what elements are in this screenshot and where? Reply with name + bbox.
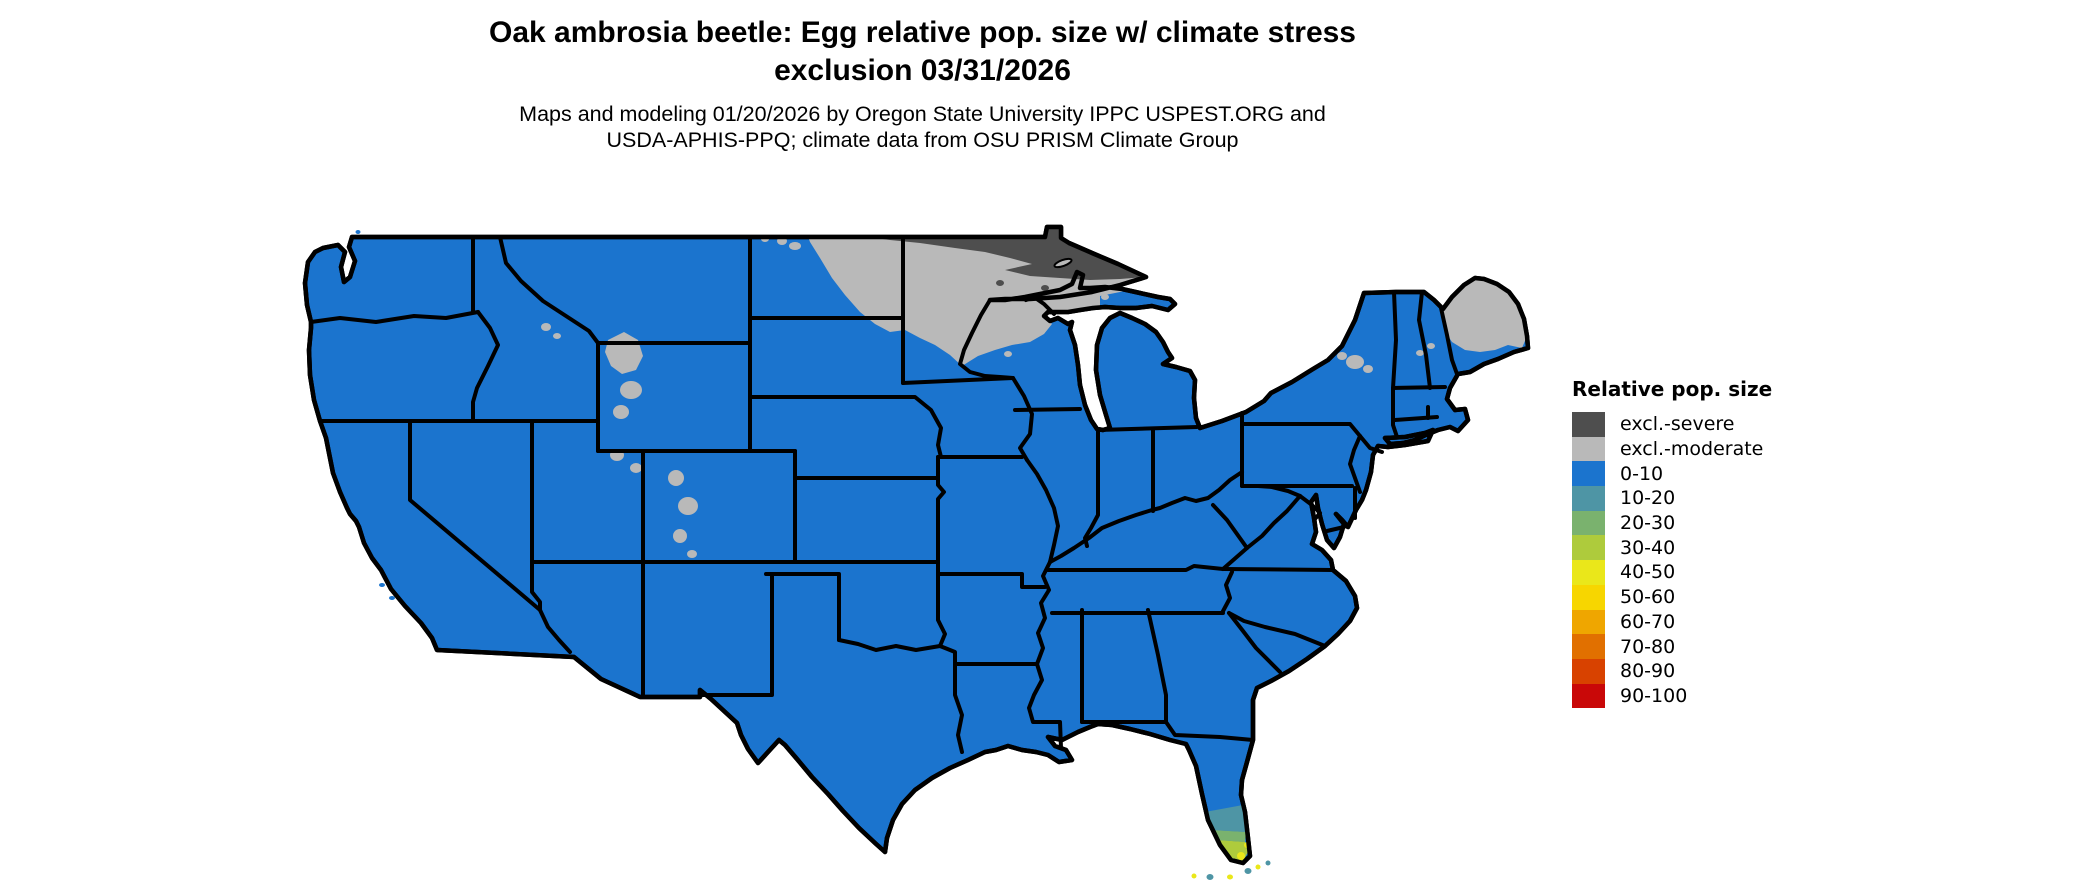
legend-swatch-70-80: [1572, 634, 1605, 659]
legend-swatch-0-10: [1572, 461, 1605, 487]
legend-item: 30-40: [1572, 535, 1772, 561]
florida-keys: [1191, 860, 1271, 880]
map-subtitle: Maps and modeling 01/20/2026 by Oregon S…: [0, 101, 1845, 153]
legend-item: 80-90: [1572, 658, 1772, 684]
severe-specks: [996, 280, 1049, 291]
legend-swatch-80-90: [1572, 658, 1605, 684]
legend-item: 90-100: [1572, 683, 1772, 709]
legend-item: excl.-moderate: [1572, 436, 1772, 462]
map-title: Oak ambrosia beetle: Egg relative pop. s…: [0, 14, 1845, 90]
moderate-patches: [541, 236, 1435, 558]
florida-10-20: [1205, 775, 1247, 832]
legend-item: 70-80: [1572, 634, 1772, 659]
legend-swatch-30-40: [1572, 535, 1605, 561]
legend-item: 40-50: [1572, 560, 1772, 585]
legend-swatch-40-50: [1572, 560, 1605, 585]
header: Oak ambrosia beetle: Egg relative pop. s…: [0, 14, 1845, 154]
legend-title: Relative pop. size: [1572, 377, 1773, 401]
us-outline: [302, 224, 1531, 866]
legend: Relative pop. size excl.-severe excl.-mo…: [1572, 377, 1773, 709]
florida-20-30: [1212, 830, 1246, 842]
legend-item: 10-20: [1572, 486, 1772, 511]
maine-moderate: [1442, 278, 1527, 352]
legend-item: 60-70: [1572, 609, 1772, 635]
isle-royale: [1053, 257, 1073, 269]
offshore-islands: [355, 230, 395, 600]
legend-swatch-20-30: [1572, 510, 1605, 536]
legend-swatch-90-100: [1572, 683, 1605, 709]
legend-item: excl.-severe: [1572, 412, 1772, 437]
map-subtitle-line2: USDA-APHIS-PPQ; climate data from OSU PR…: [606, 128, 1239, 153]
legend-item: 50-60: [1572, 584, 1772, 610]
map-subtitle-line1: Maps and modeling 01/20/2026 by Oregon S…: [519, 102, 1326, 127]
map-title-line2: exclusion 03/31/2026: [774, 54, 1071, 88]
exclusion-severe-band: [868, 227, 1146, 280]
legend-swatch-10-20: [1572, 486, 1605, 511]
legend-swatch-excl-severe: [1572, 412, 1605, 437]
map-title-line1: Oak ambrosia beetle: Egg relative pop. s…: [488, 16, 1356, 49]
legend-swatch-50-60: [1572, 584, 1605, 610]
legend-item: 20-30: [1572, 510, 1772, 536]
legend-swatch-excl-moderate: [1572, 436, 1605, 462]
legend-item: 0-10: [1572, 461, 1772, 487]
legend-swatch-60-70: [1572, 609, 1605, 635]
